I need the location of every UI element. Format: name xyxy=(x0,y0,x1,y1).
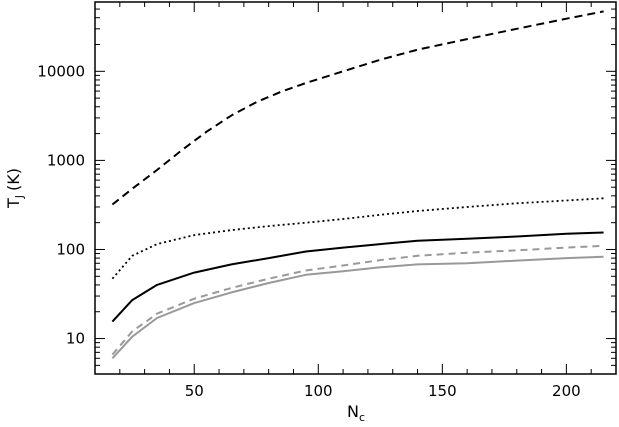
x-tick-label: 100 xyxy=(304,382,333,400)
x-tick-label: 200 xyxy=(552,382,581,400)
y-tick-label: 100 xyxy=(56,240,85,258)
x-tick-label: 50 xyxy=(185,382,204,400)
x-tick-label: 150 xyxy=(428,382,457,400)
tick-labels: 50 100 150 200 10 100 1000 10000 xyxy=(37,62,580,400)
series-line-3 xyxy=(111,231,604,323)
series-line-5 xyxy=(111,255,604,359)
y-tick-label: 1000 xyxy=(47,151,85,169)
plot-frame xyxy=(94,1,617,375)
x-axis-title: Nc xyxy=(347,402,365,424)
series-line-1 xyxy=(111,10,604,206)
y-tick-label: 10000 xyxy=(37,62,85,80)
series-group xyxy=(111,10,604,359)
series-line-4 xyxy=(111,244,604,356)
axis-ticks xyxy=(95,1,616,375)
y-tick-label: 10 xyxy=(66,330,85,348)
series-line-2 xyxy=(111,197,604,280)
y-axis-title: TJ(K) xyxy=(4,168,26,209)
